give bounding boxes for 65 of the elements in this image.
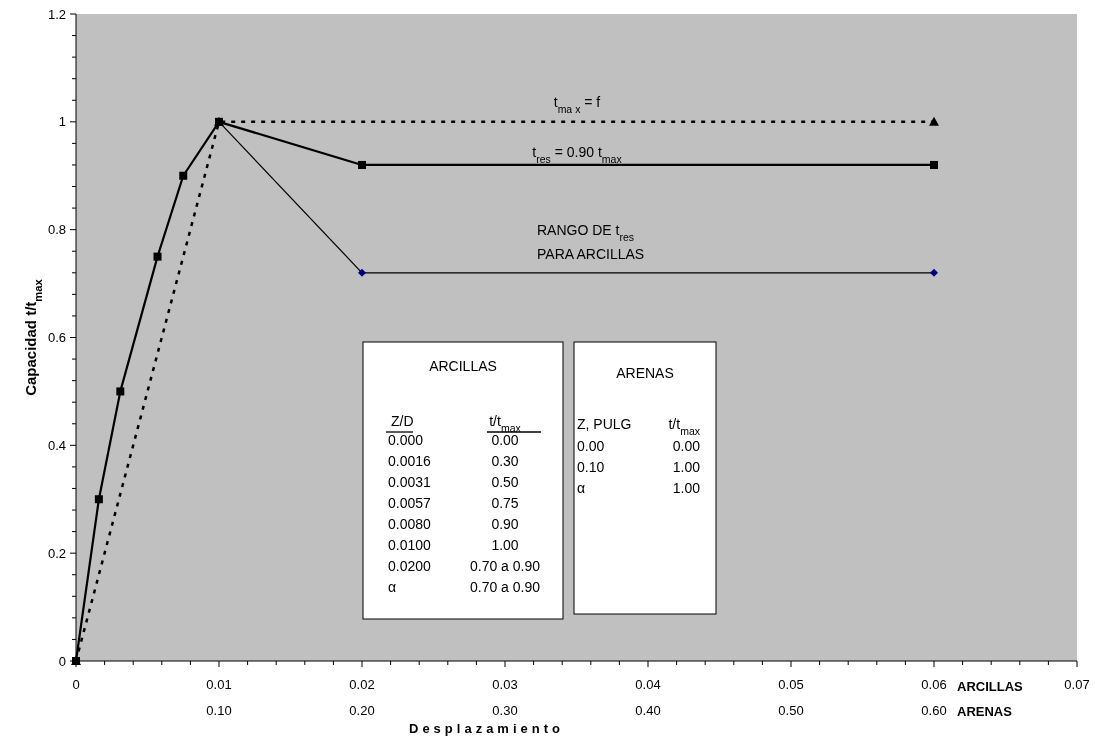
annotation: 0.90 xyxy=(491,516,519,532)
annotation: 0.0200 xyxy=(388,558,432,574)
annotation: Z, PULG xyxy=(577,416,632,432)
x-tick-label: 0.01 xyxy=(206,677,232,692)
x-axis-title: Desplazamiento xyxy=(409,721,564,736)
y-tick-label: 0 xyxy=(58,653,66,669)
annotation: 1.00 xyxy=(672,480,701,496)
annotation: 0.70 a 0.90 xyxy=(469,579,541,595)
text: ARCILLAS xyxy=(957,679,1024,694)
annotation: 1.00 xyxy=(672,459,701,475)
annotation: t$_{ma x}$ = f xyxy=(553,94,601,115)
annotation: 0.30 xyxy=(491,453,519,469)
annotation: α xyxy=(388,579,397,595)
annotation: 0.0080 xyxy=(388,516,432,532)
point xyxy=(929,116,939,126)
y-tick-label: 1 xyxy=(58,114,66,130)
point xyxy=(94,495,103,504)
point xyxy=(358,160,366,169)
annotation: 0.0031 xyxy=(388,474,432,490)
x-tick-label: 0 xyxy=(72,677,80,692)
annotation: 0.70 a 0.90 xyxy=(469,558,541,574)
annotation: 0.0016 xyxy=(388,453,432,469)
x-tick-label: 0.02 xyxy=(349,677,375,692)
y-tick-label: 0.2 xyxy=(47,545,66,561)
point xyxy=(116,387,125,396)
annotation: 0.00 xyxy=(491,432,519,448)
annotation: 0.0057 xyxy=(388,495,432,511)
x2-tick-label: 0.40 xyxy=(635,703,661,718)
annotation: 0.10 xyxy=(577,459,605,475)
annotation: PARA ARCILLAS xyxy=(537,246,645,262)
annotation: t/t$_{max}$ xyxy=(489,413,522,434)
x-tick-label: 0.05 xyxy=(778,677,804,692)
x2-tick-label: 0.10 xyxy=(206,703,232,718)
point xyxy=(930,268,938,277)
annotation: 1.00 xyxy=(491,537,519,553)
point xyxy=(153,252,162,261)
x-tick-label: 0.07 xyxy=(1064,677,1090,692)
annotation: RANGO DE t$_{res}$ xyxy=(537,222,635,243)
annotation: t/t$_{max}$ xyxy=(668,416,701,437)
x-tick-label: 0.04 xyxy=(635,677,661,692)
text: ARENAS xyxy=(957,704,1013,719)
x2-tick-label: 0.60 xyxy=(921,703,947,718)
annotation: 0.75 xyxy=(491,495,519,511)
annotation: 0.00 xyxy=(577,438,605,454)
annotation: α xyxy=(577,480,586,496)
annotation: Z/D xyxy=(391,413,414,429)
point xyxy=(179,171,188,180)
x-tick-label: 0.03 xyxy=(492,677,518,692)
annotation: 0.0100 xyxy=(388,537,432,553)
x2-tick-label: 0.30 xyxy=(492,703,518,718)
annotation: 0.000 xyxy=(388,432,424,448)
annotation: 0.00 xyxy=(672,438,701,454)
annotation: 0.50 xyxy=(491,474,519,490)
x2-tick-label: 0.20 xyxy=(349,703,375,718)
annotation: ARCILLAS xyxy=(429,358,497,374)
y-tick-label: 0.6 xyxy=(47,330,66,346)
x-tick-label: 0.06 xyxy=(921,677,947,692)
point xyxy=(358,268,366,277)
x2-tick-label: 0.50 xyxy=(778,703,804,718)
annotation: t$_{res}$ = 0.90 t$_{max}$ xyxy=(532,144,623,165)
point xyxy=(930,160,938,169)
annotation: ARENAS xyxy=(616,365,674,381)
y-tick-label: 0.8 xyxy=(47,222,66,238)
y-tick-label: 1.2 xyxy=(47,6,66,22)
y-tick-label: 0.4 xyxy=(47,437,66,453)
